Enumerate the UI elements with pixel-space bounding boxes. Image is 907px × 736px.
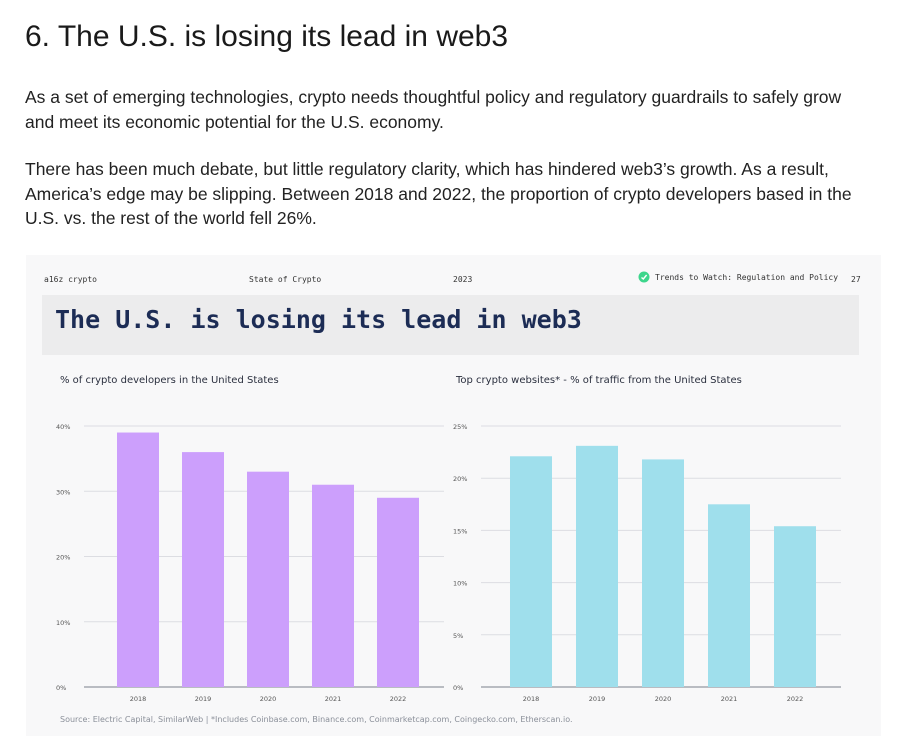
chart-1-x-tick-label: 2022 <box>390 695 407 703</box>
chart-2-y-tick-label: 0% <box>453 684 463 692</box>
chart-2-y-tick-label: 5% <box>453 632 463 640</box>
slide-title: The U.S. is losing its lead in web3 <box>55 305 582 334</box>
chart-2-bar-2022 <box>774 526 816 687</box>
article-title: 6. The U.S. is losing its lead in web3 <box>25 20 509 53</box>
report-slide-image: a16z crypto State of Crypto 2023 Trends … <box>26 255 881 736</box>
chart-2-y-tick-label: 20% <box>453 475 467 483</box>
chart-2-x-tick-label: 2021 <box>721 695 738 703</box>
chart-1-bar-2021 <box>312 484 354 687</box>
chart-2-y-tick-label: 25% <box>453 423 467 431</box>
chart-1-bar-2018 <box>117 432 159 687</box>
chart-2-x-tick-label: 2020 <box>655 695 672 703</box>
source-note: Source: Electric Capital, SimilarWeb | *… <box>60 715 573 724</box>
slide-section-label: Trends to Watch: Regulation and Policy <box>655 272 839 282</box>
leaf-icon <box>638 271 650 283</box>
chart-1-y-tick-label: 20% <box>56 554 70 562</box>
chart-1-bar-2020 <box>247 471 289 687</box>
chart-1-x-tick-label: 2018 <box>130 695 147 703</box>
chart-2-y-tick-label: 10% <box>453 580 467 588</box>
chart-1-x-tick-label: 2020 <box>260 695 277 703</box>
chart-2-x-tick-label: 2018 <box>523 695 540 703</box>
chart-1-x-tick-label: 2019 <box>195 695 212 703</box>
chart-2-y-tick-label: 15% <box>453 527 467 535</box>
chart-1-y-tick-label: 40% <box>56 423 70 431</box>
chart-1-y-tick-label: 0% <box>56 684 66 692</box>
chart-2-title: Top crypto websites* - % of traffic from… <box>456 375 742 386</box>
article-paragraph-2: There has been much debate, but little r… <box>25 159 852 228</box>
chart-2-bar-2020 <box>642 459 684 687</box>
chart-2-x-tick-label: 2019 <box>589 695 606 703</box>
slide-title-banner: The U.S. is losing its lead in web3 <box>42 295 859 355</box>
chart-2-bar-2018 <box>510 456 552 687</box>
slide-brand: a16z crypto <box>44 275 97 284</box>
article-paragraph-1: As a set of emerging technologies, crypt… <box>25 87 842 132</box>
slide-section: Trends to Watch: Regulation and Policy <box>638 271 838 283</box>
slide-header: a16z crypto State of Crypto 2023 Trends … <box>26 255 881 300</box>
chart-1-y-tick-label: 10% <box>56 619 70 627</box>
chart-2-x-tick-label: 2022 <box>787 695 804 703</box>
slide-report-name: State of Crypto <box>249 275 322 284</box>
chart-1-bar-2019 <box>182 452 224 687</box>
slide-year: 2023 <box>453 275 473 284</box>
slide-page-number: 27 <box>851 275 861 284</box>
chart-2-bar-2019 <box>576 445 618 687</box>
chart-1-bar-2022 <box>377 497 419 687</box>
chart-1-y-tick-label: 30% <box>56 488 70 496</box>
chart-1-title: % of crypto developers in the United Sta… <box>60 375 279 386</box>
chart-1-x-tick-label: 2021 <box>325 695 342 703</box>
bar-charts: 0% 10% 20% 30% 40% 2018 2019 2020 2021 2022 0% 5% 10… <box>56 423 841 703</box>
chart-2-bar-2021 <box>708 504 750 687</box>
